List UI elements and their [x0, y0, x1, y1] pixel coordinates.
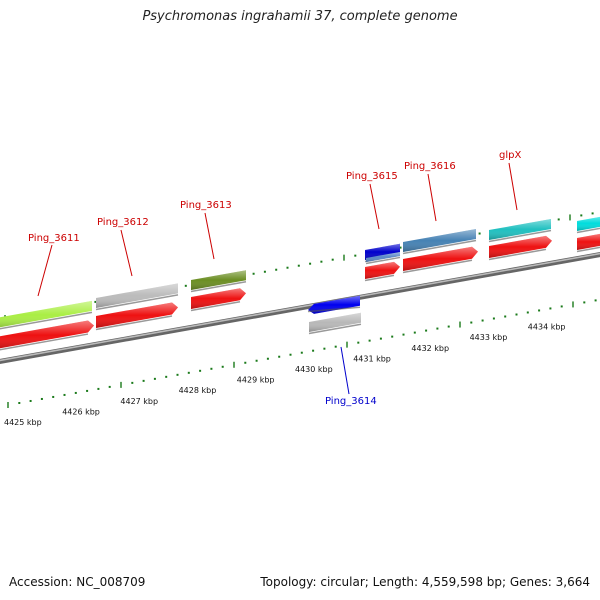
gene-glpx-gene-bar-edge	[488, 229, 552, 243]
gene-label[interactable]: Ping_3614	[325, 396, 377, 407]
ruler-tick-label: 4428 kbp	[179, 386, 217, 395]
gene-ping_3611-cds[interactable]	[0, 320, 94, 352]
gene-ping_3614-shade	[308, 295, 360, 314]
gene-glpx-gene-bar[interactable]	[488, 218, 552, 243]
gene-ping_3611-gene-bar[interactable]	[0, 300, 93, 331]
gene-ping_3614-edge	[307, 306, 361, 313]
gene-ping_3616-gene-bar-shade	[403, 229, 476, 252]
gene-label-leader	[340, 346, 350, 395]
gene-ping_3615-stripe[interactable]	[365, 251, 401, 265]
gene-ping_3613-gene-bar-edge	[190, 280, 247, 293]
gene-ping_3615-stripe-shade	[366, 251, 400, 262]
gene-label-leader	[508, 162, 518, 211]
gene-label[interactable]: Ping_3615	[346, 171, 398, 182]
gene-label[interactable]: glpX	[499, 150, 521, 161]
gene-label[interactable]: Ping_3616	[404, 161, 456, 172]
gene-unlabeled-gene-bar-shade	[577, 216, 600, 231]
gene-ping_3613-gene-bar[interactable]	[190, 270, 247, 293]
backbone-highlight	[0, 252, 600, 362]
gene-ping_3615-cds-shade	[365, 261, 400, 279]
gene-ping_3612-cds-edge	[95, 315, 173, 331]
gene-unlabeled-gene-bar[interactable]	[576, 216, 600, 234]
gene-labels: Ping_3611 Ping_3612 Ping_3613 Ping_3614 Ping…	[28, 150, 521, 407]
gene-glpx-gene-bar-shade	[489, 218, 551, 240]
gene-ping_3611-gene-bar-edge	[0, 311, 93, 330]
gene-ping_3615-cds-edge	[364, 274, 395, 282]
gene-ping_3612-gene-bar-edge	[95, 294, 179, 311]
gene-ping_3613-cds-shade	[191, 288, 246, 309]
map-title: Psychromonas ingrahamii 37, complete gen…	[142, 9, 458, 24]
gene-track	[0, 216, 600, 352]
gene-ping_3615-gene-bar-shade	[365, 243, 400, 260]
ruler-tick-label: 4430 kbp	[295, 365, 333, 374]
ruler-labels: 4425 kbp 4426 kbp 4427 kbp 4428 kbp 4429 kbp…	[4, 323, 566, 427]
ruler-tick-label: 4426 kbp	[62, 407, 100, 416]
gene-glpx-cds-edge	[488, 248, 547, 261]
gene-label-leader	[204, 212, 215, 260]
gene-unlabeled-cds[interactable]	[576, 233, 600, 253]
gene-label-leader	[120, 229, 133, 277]
gene-ping_3611-cds-shade	[0, 320, 94, 349]
gene-ping_3616-cds-edge	[402, 259, 473, 274]
ruler-tick-label: 4425 kbp	[4, 418, 42, 427]
gene-ping_3613-gene-bar-shade	[191, 270, 246, 290]
gene-label[interactable]: Ping_3612	[97, 217, 149, 228]
gene-label[interactable]: Ping_3613	[180, 200, 232, 211]
gene-ping_3611-gene-bar-shade	[0, 300, 92, 328]
backbone-line	[0, 252, 600, 364]
gene-glpx-cds[interactable]	[488, 235, 552, 261]
gene-glpx-cds-shade	[489, 235, 552, 258]
ruler-tick-label: 4431 kbp	[353, 354, 391, 363]
gene-ping_3613-cds-edge	[190, 301, 241, 312]
backbone	[0, 252, 600, 364]
gene-ping_3612-cds-shade	[96, 302, 178, 328]
gene-ping_3616-cds-shade	[403, 246, 478, 271]
gene-ping_3612-gene-bar-shade	[96, 283, 178, 308]
gene-ping_3614-gene-bar-edge	[308, 323, 362, 335]
ruler-tick-label: 4434 kbp	[528, 323, 566, 332]
gene-label-leader	[369, 183, 380, 230]
gene-ping_3615-stripe-edge	[365, 256, 401, 265]
gene-unlabeled-cds-shade	[577, 233, 600, 250]
gene-ping_3612-gene-bar[interactable]	[95, 283, 179, 311]
gene-ping_3615-cds[interactable]	[364, 261, 400, 282]
ruler-tick-label: 4432 kbp	[411, 344, 449, 353]
gene-ping_3614-gene-bar[interactable]	[308, 312, 362, 335]
gene-unlabeled-cds-edge	[576, 246, 600, 253]
gene-unlabeled-gene-bar-edge	[576, 227, 600, 234]
gene-ping_3616-gene-bar[interactable]	[402, 229, 477, 255]
gene-ping_3616-gene-bar-edge	[402, 239, 477, 255]
gene-ping_3616-cds[interactable]	[402, 246, 478, 274]
ruler-tick-label: 4429 kbp	[237, 376, 275, 385]
inner-tick-track	[7, 299, 597, 408]
gene-label-leader	[37, 244, 53, 297]
gene-ping_3614[interactable]	[307, 295, 361, 314]
gene-label-leader	[427, 173, 437, 222]
gene-label[interactable]: Ping_3611	[28, 233, 80, 244]
gene-ping_3614-gene-bar-shade	[309, 312, 361, 332]
accession-text: Accession: NC_008709	[9, 575, 146, 589]
ruler-tick-label: 4433 kbp	[470, 333, 508, 342]
genome-info-text: Topology: circular; Length: 4,559,598 bp…	[260, 575, 590, 589]
gene-ping_3613-cds[interactable]	[190, 288, 246, 312]
gene-ping_3611-cds-edge	[0, 333, 89, 351]
ruler-tick-label: 4427 kbp	[120, 397, 158, 406]
gene-ping_3612-cds[interactable]	[95, 302, 178, 331]
